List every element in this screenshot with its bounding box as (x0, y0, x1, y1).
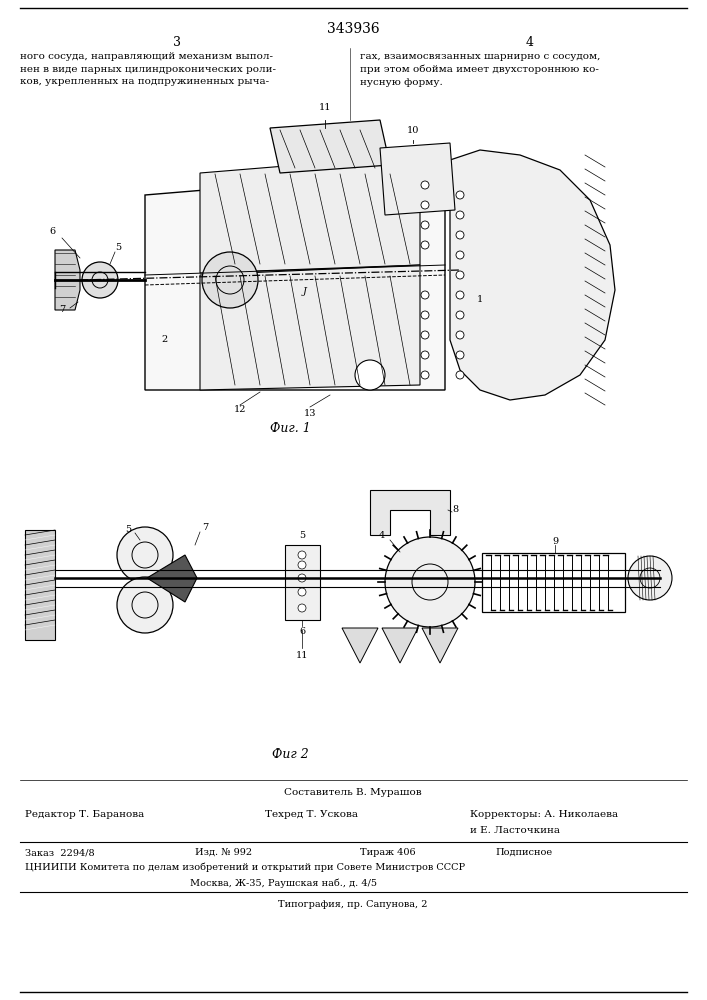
Circle shape (82, 262, 118, 298)
Circle shape (117, 577, 173, 633)
Text: 4: 4 (379, 530, 385, 540)
Text: 12: 12 (234, 406, 246, 414)
Text: 1: 1 (477, 296, 483, 304)
Text: Фиг. 1: Фиг. 1 (269, 422, 310, 435)
Circle shape (421, 241, 429, 249)
Circle shape (421, 201, 429, 209)
Text: Подписное: Подписное (495, 848, 552, 857)
Text: ЦНИИПИ Комитета по делам изобретений и открытий при Совете Министров СССР: ЦНИИПИ Комитета по делам изобретений и о… (25, 863, 465, 872)
Circle shape (456, 351, 464, 359)
Polygon shape (25, 530, 55, 640)
Text: 5: 5 (115, 243, 121, 252)
Circle shape (355, 360, 385, 390)
Circle shape (298, 561, 306, 569)
Text: 9: 9 (552, 538, 558, 546)
Circle shape (456, 271, 464, 279)
Circle shape (298, 604, 306, 612)
Text: 6: 6 (299, 628, 305, 637)
Text: J: J (303, 288, 307, 296)
Polygon shape (450, 150, 615, 400)
Circle shape (202, 252, 258, 308)
Polygon shape (342, 628, 378, 663)
Text: Изд. № 992: Изд. № 992 (195, 848, 252, 857)
Text: 3: 3 (173, 36, 181, 49)
Polygon shape (370, 490, 450, 535)
Polygon shape (200, 265, 420, 390)
Text: Корректоры: А. Николаева: Корректоры: А. Николаева (470, 810, 618, 819)
Circle shape (456, 251, 464, 259)
Text: Фиг 2: Фиг 2 (271, 748, 308, 761)
Polygon shape (200, 155, 420, 273)
Circle shape (421, 331, 429, 339)
Text: Типография, пр. Сапунова, 2: Типография, пр. Сапунова, 2 (279, 900, 428, 909)
Text: Составитель В. Мурашов: Составитель В. Мурашов (284, 788, 422, 797)
Text: 7: 7 (202, 524, 208, 532)
Circle shape (456, 191, 464, 199)
Text: 5: 5 (299, 530, 305, 540)
Text: гах, взаимосвязанных шарнирно с сосудом,
при этом обойма имеет двухстороннюю ко-: гах, взаимосвязанных шарнирно с сосудом,… (360, 52, 600, 87)
Circle shape (456, 331, 464, 339)
Polygon shape (422, 628, 458, 663)
Circle shape (298, 551, 306, 559)
Polygon shape (55, 250, 80, 310)
Polygon shape (147, 555, 197, 602)
Text: 10: 10 (407, 126, 419, 135)
Text: и Е. Ласточкина: и Е. Ласточкина (470, 826, 560, 835)
Text: 13: 13 (304, 408, 316, 418)
Text: 5: 5 (125, 526, 131, 534)
Circle shape (421, 221, 429, 229)
Polygon shape (270, 120, 390, 173)
Circle shape (421, 291, 429, 299)
Text: Заказ  2294/8: Заказ 2294/8 (25, 848, 95, 857)
Text: ного сосуда, направляющий механизм выпол-
нен в виде парных цилиндроконических р: ного сосуда, направляющий механизм выпол… (20, 52, 276, 86)
Circle shape (456, 291, 464, 299)
Circle shape (456, 371, 464, 379)
Text: 11: 11 (319, 103, 332, 112)
Circle shape (298, 574, 306, 582)
Circle shape (628, 556, 672, 600)
Text: 343936: 343936 (327, 22, 380, 36)
Polygon shape (285, 545, 320, 620)
Circle shape (421, 371, 429, 379)
Circle shape (385, 537, 475, 627)
Text: 6: 6 (49, 228, 55, 236)
Text: 2: 2 (162, 336, 168, 344)
Circle shape (456, 211, 464, 219)
Text: Москва, Ж-35, Раушская наб., д. 4/5: Москва, Ж-35, Раушская наб., д. 4/5 (190, 878, 377, 888)
Text: 4: 4 (526, 36, 534, 49)
Circle shape (421, 351, 429, 359)
Text: 11: 11 (296, 650, 308, 660)
Polygon shape (145, 170, 445, 390)
Circle shape (421, 311, 429, 319)
Text: Редактор Т. Баранова: Редактор Т. Баранова (25, 810, 144, 819)
Polygon shape (380, 143, 455, 215)
Circle shape (421, 181, 429, 189)
Circle shape (117, 527, 173, 583)
Text: 7: 7 (59, 306, 65, 314)
Text: 8: 8 (452, 506, 458, 514)
Text: Тираж 406: Тираж 406 (360, 848, 416, 857)
Text: Техред Т. Ускова: Техред Т. Ускова (265, 810, 358, 819)
Circle shape (456, 231, 464, 239)
Circle shape (298, 588, 306, 596)
Circle shape (456, 311, 464, 319)
Polygon shape (382, 628, 418, 663)
